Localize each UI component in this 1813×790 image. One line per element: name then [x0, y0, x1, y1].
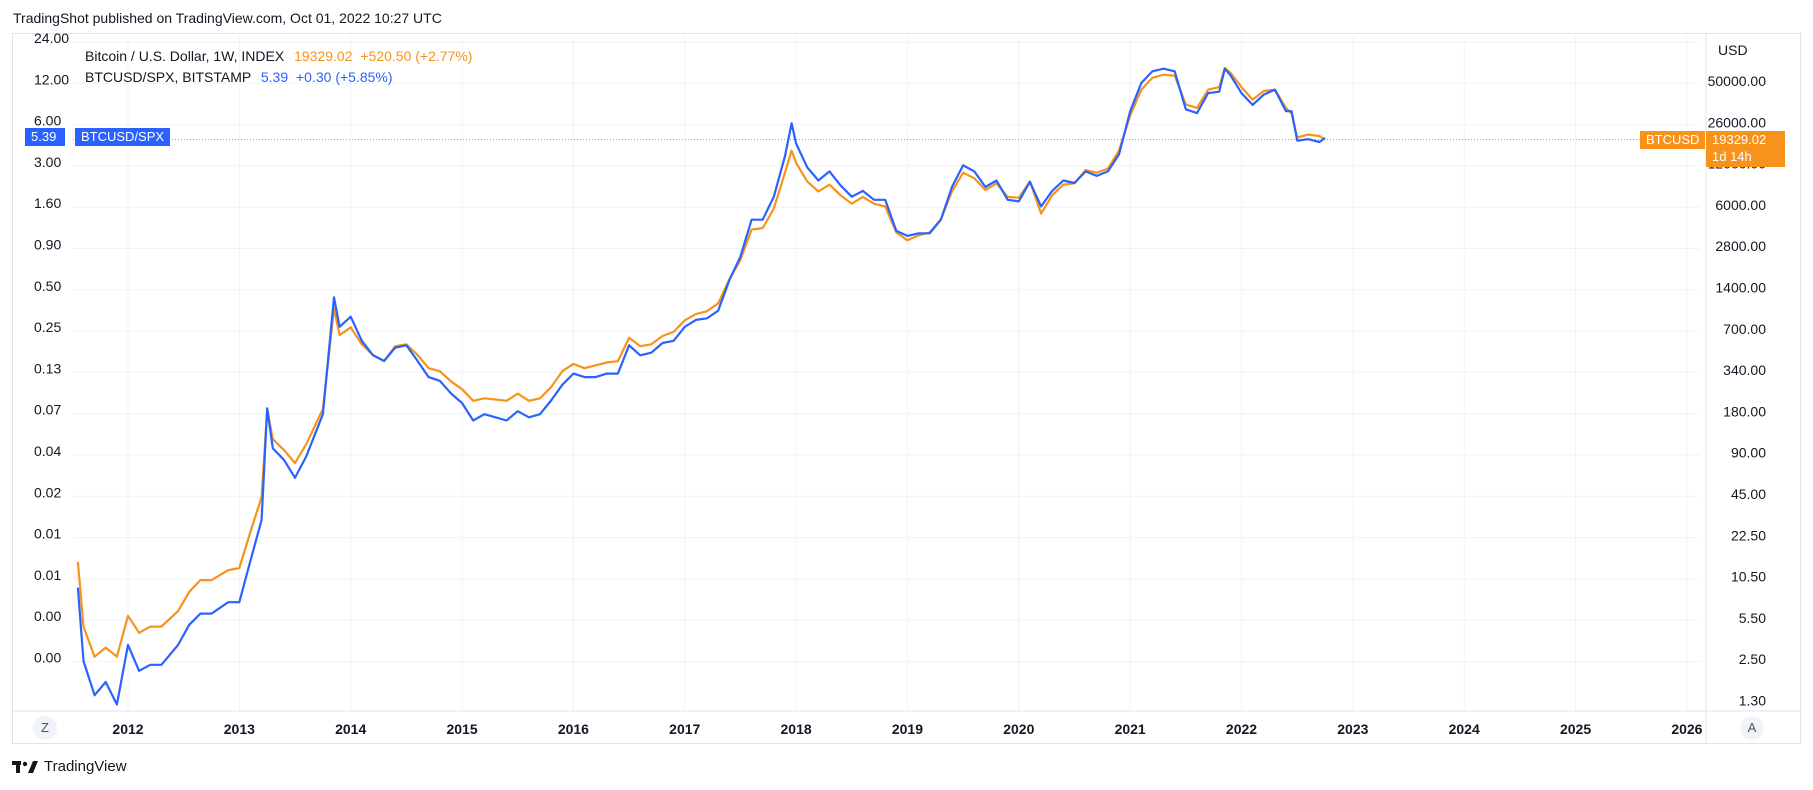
- left-tag-value: 5.39: [31, 129, 57, 144]
- series-line-btcusd-spx[interactable]: [76, 67, 1326, 706]
- left-axis-tick: 6.00: [34, 113, 61, 129]
- legend-btc-name: Bitcoin / U.S. Dollar, 1W, INDEX: [85, 48, 285, 64]
- left-axis-tick: 0.00: [34, 650, 61, 666]
- x-axis-tick: 2012: [112, 721, 143, 737]
- left-axis-tick: 0.07: [34, 402, 61, 418]
- auto-scale-button[interactable]: A: [1740, 716, 1764, 740]
- left-axis-tick: 0.50: [34, 278, 61, 294]
- x-axis-tick: 2019: [892, 721, 923, 737]
- legend-btc-change: +520.50 (+2.77%): [360, 48, 473, 64]
- left-axis-tick: 0.25: [34, 319, 61, 335]
- left-axis-tick: 0.02: [34, 484, 61, 500]
- x-axis-tick: 2023: [1337, 721, 1368, 737]
- publisher-line: TradingShot published on TradingView.com…: [13, 10, 442, 26]
- legend-ratio-row[interactable]: BTCUSD/SPX, BITSTAMP 5.39 +0.30 (+5.85%): [85, 67, 472, 88]
- x-axis-tick: 2021: [1115, 721, 1146, 737]
- right-axis-tick: 6000.00: [1715, 197, 1766, 213]
- x-axis-tick: 2025: [1560, 721, 1591, 737]
- legend-btc-row[interactable]: Bitcoin / U.S. Dollar, 1W, INDEX 19329.0…: [85, 46, 472, 67]
- x-axis-tick: 2016: [558, 721, 589, 737]
- left-axis-tick: 0.01: [34, 567, 61, 583]
- x-axis-tick: 2022: [1226, 721, 1257, 737]
- right-axis-tick: 50000.00: [1708, 73, 1767, 89]
- legend-ratio-price: 5.39: [260, 69, 289, 85]
- left-axis-tick: 3.00: [34, 154, 61, 170]
- left-axis-tick: 0.00: [34, 608, 61, 624]
- footer-brand[interactable]: TradingView: [12, 758, 127, 775]
- footer-brand-text: TradingView: [44, 758, 127, 775]
- right-axis-unit: USD: [1718, 42, 1748, 58]
- right-axis-tick: 90.00: [1731, 445, 1766, 461]
- left-axis-tick: 0.01: [34, 526, 61, 542]
- x-axis-tick: 2015: [446, 721, 477, 737]
- series-line-btcusd[interactable]: [76, 66, 1326, 658]
- auto-zoom-button[interactable]: Z: [33, 716, 57, 740]
- right-axis-tick: 2.50: [1739, 651, 1766, 667]
- left-axis-tick: 12.00: [34, 71, 69, 87]
- x-axis-tick: 2014: [335, 721, 366, 737]
- x-axis-tick: 2026: [1671, 721, 1702, 737]
- x-axis-tick: 2017: [669, 721, 700, 737]
- left-axis-tick: 0.04: [34, 443, 61, 459]
- left-value-tag: 5.39: [25, 128, 65, 146]
- right-axis-tick: 1400.00: [1715, 280, 1766, 296]
- right-series-tag: BTCUSD: [1640, 131, 1706, 149]
- right-tag-name: BTCUSD: [1646, 132, 1700, 147]
- right-axis-tick: 1.30: [1739, 693, 1766, 709]
- left-tag-name: BTCUSD/SPX: [81, 129, 165, 144]
- left-axis-tick: 0.90: [34, 237, 61, 253]
- right-tag-value: 19329.02: [1712, 132, 1767, 147]
- chart-frame: [12, 33, 1801, 744]
- right-axis-tick: 340.00: [1723, 362, 1766, 378]
- left-axis-tick: 1.60: [34, 195, 61, 211]
- left-series-tag: BTCUSD/SPX: [75, 128, 171, 146]
- right-axis-tick: 5.50: [1739, 610, 1766, 626]
- x-axis-tick: 2024: [1449, 721, 1480, 737]
- right-axis-tick: 2800.00: [1715, 238, 1766, 254]
- right-axis-tick: 45.00: [1731, 486, 1766, 502]
- right-value-tag: 19329.02 1d 14h: [1706, 131, 1785, 167]
- x-axis-tick: 2018: [781, 721, 812, 737]
- chart-legend: Bitcoin / U.S. Dollar, 1W, INDEX 19329.0…: [85, 46, 472, 88]
- right-axis-tick: 700.00: [1723, 321, 1766, 337]
- left-axis-tick: 0.13: [34, 360, 61, 376]
- right-axis-tick: 26000.00: [1708, 114, 1767, 130]
- left-axis-tick: 24.00: [34, 30, 69, 46]
- legend-ratio-change: +0.30 (+5.85%): [296, 69, 393, 85]
- right-axis-tick: 10.50: [1731, 569, 1766, 585]
- bar-countdown: 1d 14h: [1712, 149, 1752, 164]
- x-axis-tick: 2013: [224, 721, 255, 737]
- right-axis-tick: 22.50: [1731, 527, 1766, 543]
- legend-ratio-name: BTCUSD/SPX, BITSTAMP: [85, 69, 251, 85]
- right-axis-tick: 180.00: [1723, 403, 1766, 419]
- legend-btc-price: 19329.02: [294, 48, 353, 64]
- x-axis-tick: 2020: [1003, 721, 1034, 737]
- tradingview-logo-icon: [12, 760, 38, 773]
